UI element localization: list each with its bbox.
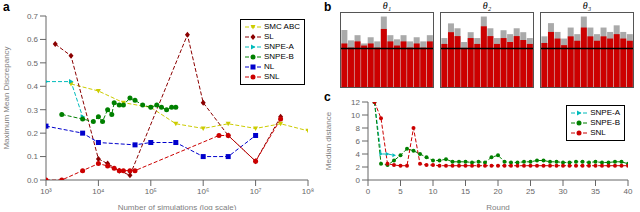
html-text:c: c — [324, 90, 331, 104]
svg-text:0.5: 0.5 — [27, 59, 39, 68]
svg-text:10³: 10³ — [40, 187, 52, 196]
html-text:SNPE-A: SNPE-A — [590, 108, 620, 117]
svg-text:0.6: 0.6 — [27, 35, 39, 44]
html-text:θ₃: θ₃ — [582, 0, 592, 11]
svg-text:25: 25 — [526, 187, 535, 196]
html-text:θ₁: θ₁ — [382, 0, 392, 11]
svg-text:6: 6 — [356, 137, 361, 146]
svg-text:0.2: 0.2 — [27, 129, 39, 138]
svg-text:10⁸: 10⁸ — [302, 187, 314, 196]
svg-text:30: 30 — [559, 187, 568, 196]
svg-text:0.1: 0.1 — [27, 152, 39, 161]
html-text:b: b — [324, 0, 332, 14]
svg-text:10: 10 — [429, 187, 438, 196]
svg-text:10⁷: 10⁷ — [250, 187, 262, 196]
svg-text:0: 0 — [356, 176, 361, 185]
svg-text:15: 15 — [461, 187, 470, 196]
html-text:SNL: SNL — [590, 128, 606, 137]
svg-text:0.4: 0.4 — [27, 82, 39, 91]
svg-text:Median distance: Median distance — [324, 111, 333, 170]
svg-text:0: 0 — [366, 187, 371, 196]
svg-text:0.3: 0.3 — [27, 106, 39, 115]
svg-text:20: 20 — [494, 187, 503, 196]
html-text:SNPE-A: SNPE-A — [264, 42, 294, 51]
html-text:SNL: SNL — [264, 72, 280, 81]
html-text:θ₂: θ₂ — [482, 0, 492, 11]
svg-text:12: 12 — [351, 98, 360, 107]
svg-text:8: 8 — [356, 124, 361, 133]
svg-text:40: 40 — [624, 187, 632, 196]
html-text:a: a — [3, 0, 10, 14]
svg-text:10⁴: 10⁴ — [92, 187, 105, 196]
html-text:SNPE-B: SNPE-B — [590, 118, 620, 127]
html-text:SL: SL — [264, 32, 274, 41]
svg-text:10: 10 — [351, 111, 360, 120]
svg-text:10⁶: 10⁶ — [197, 187, 209, 196]
svg-text:Round: Round — [486, 203, 510, 210]
html-text:NL: NL — [264, 62, 275, 71]
svg-text:Maximum Mean Discrepancy: Maximum Mean Discrepancy — [8, 46, 11, 149]
svg-text:35: 35 — [591, 187, 600, 196]
svg-text:0.7: 0.7 — [27, 12, 39, 21]
svg-text:2: 2 — [356, 163, 361, 172]
html-text:SMC ABC: SMC ABC — [264, 22, 300, 31]
html-text:SNPE-B: SNPE-B — [264, 52, 294, 61]
svg-text:4: 4 — [356, 150, 361, 159]
svg-text:Number of simulations (log sca: Number of simulations (log scale) — [118, 203, 237, 210]
svg-text:10⁵: 10⁵ — [145, 187, 157, 196]
svg-text:0.0: 0.0 — [27, 176, 39, 185]
svg-text:5: 5 — [398, 187, 403, 196]
